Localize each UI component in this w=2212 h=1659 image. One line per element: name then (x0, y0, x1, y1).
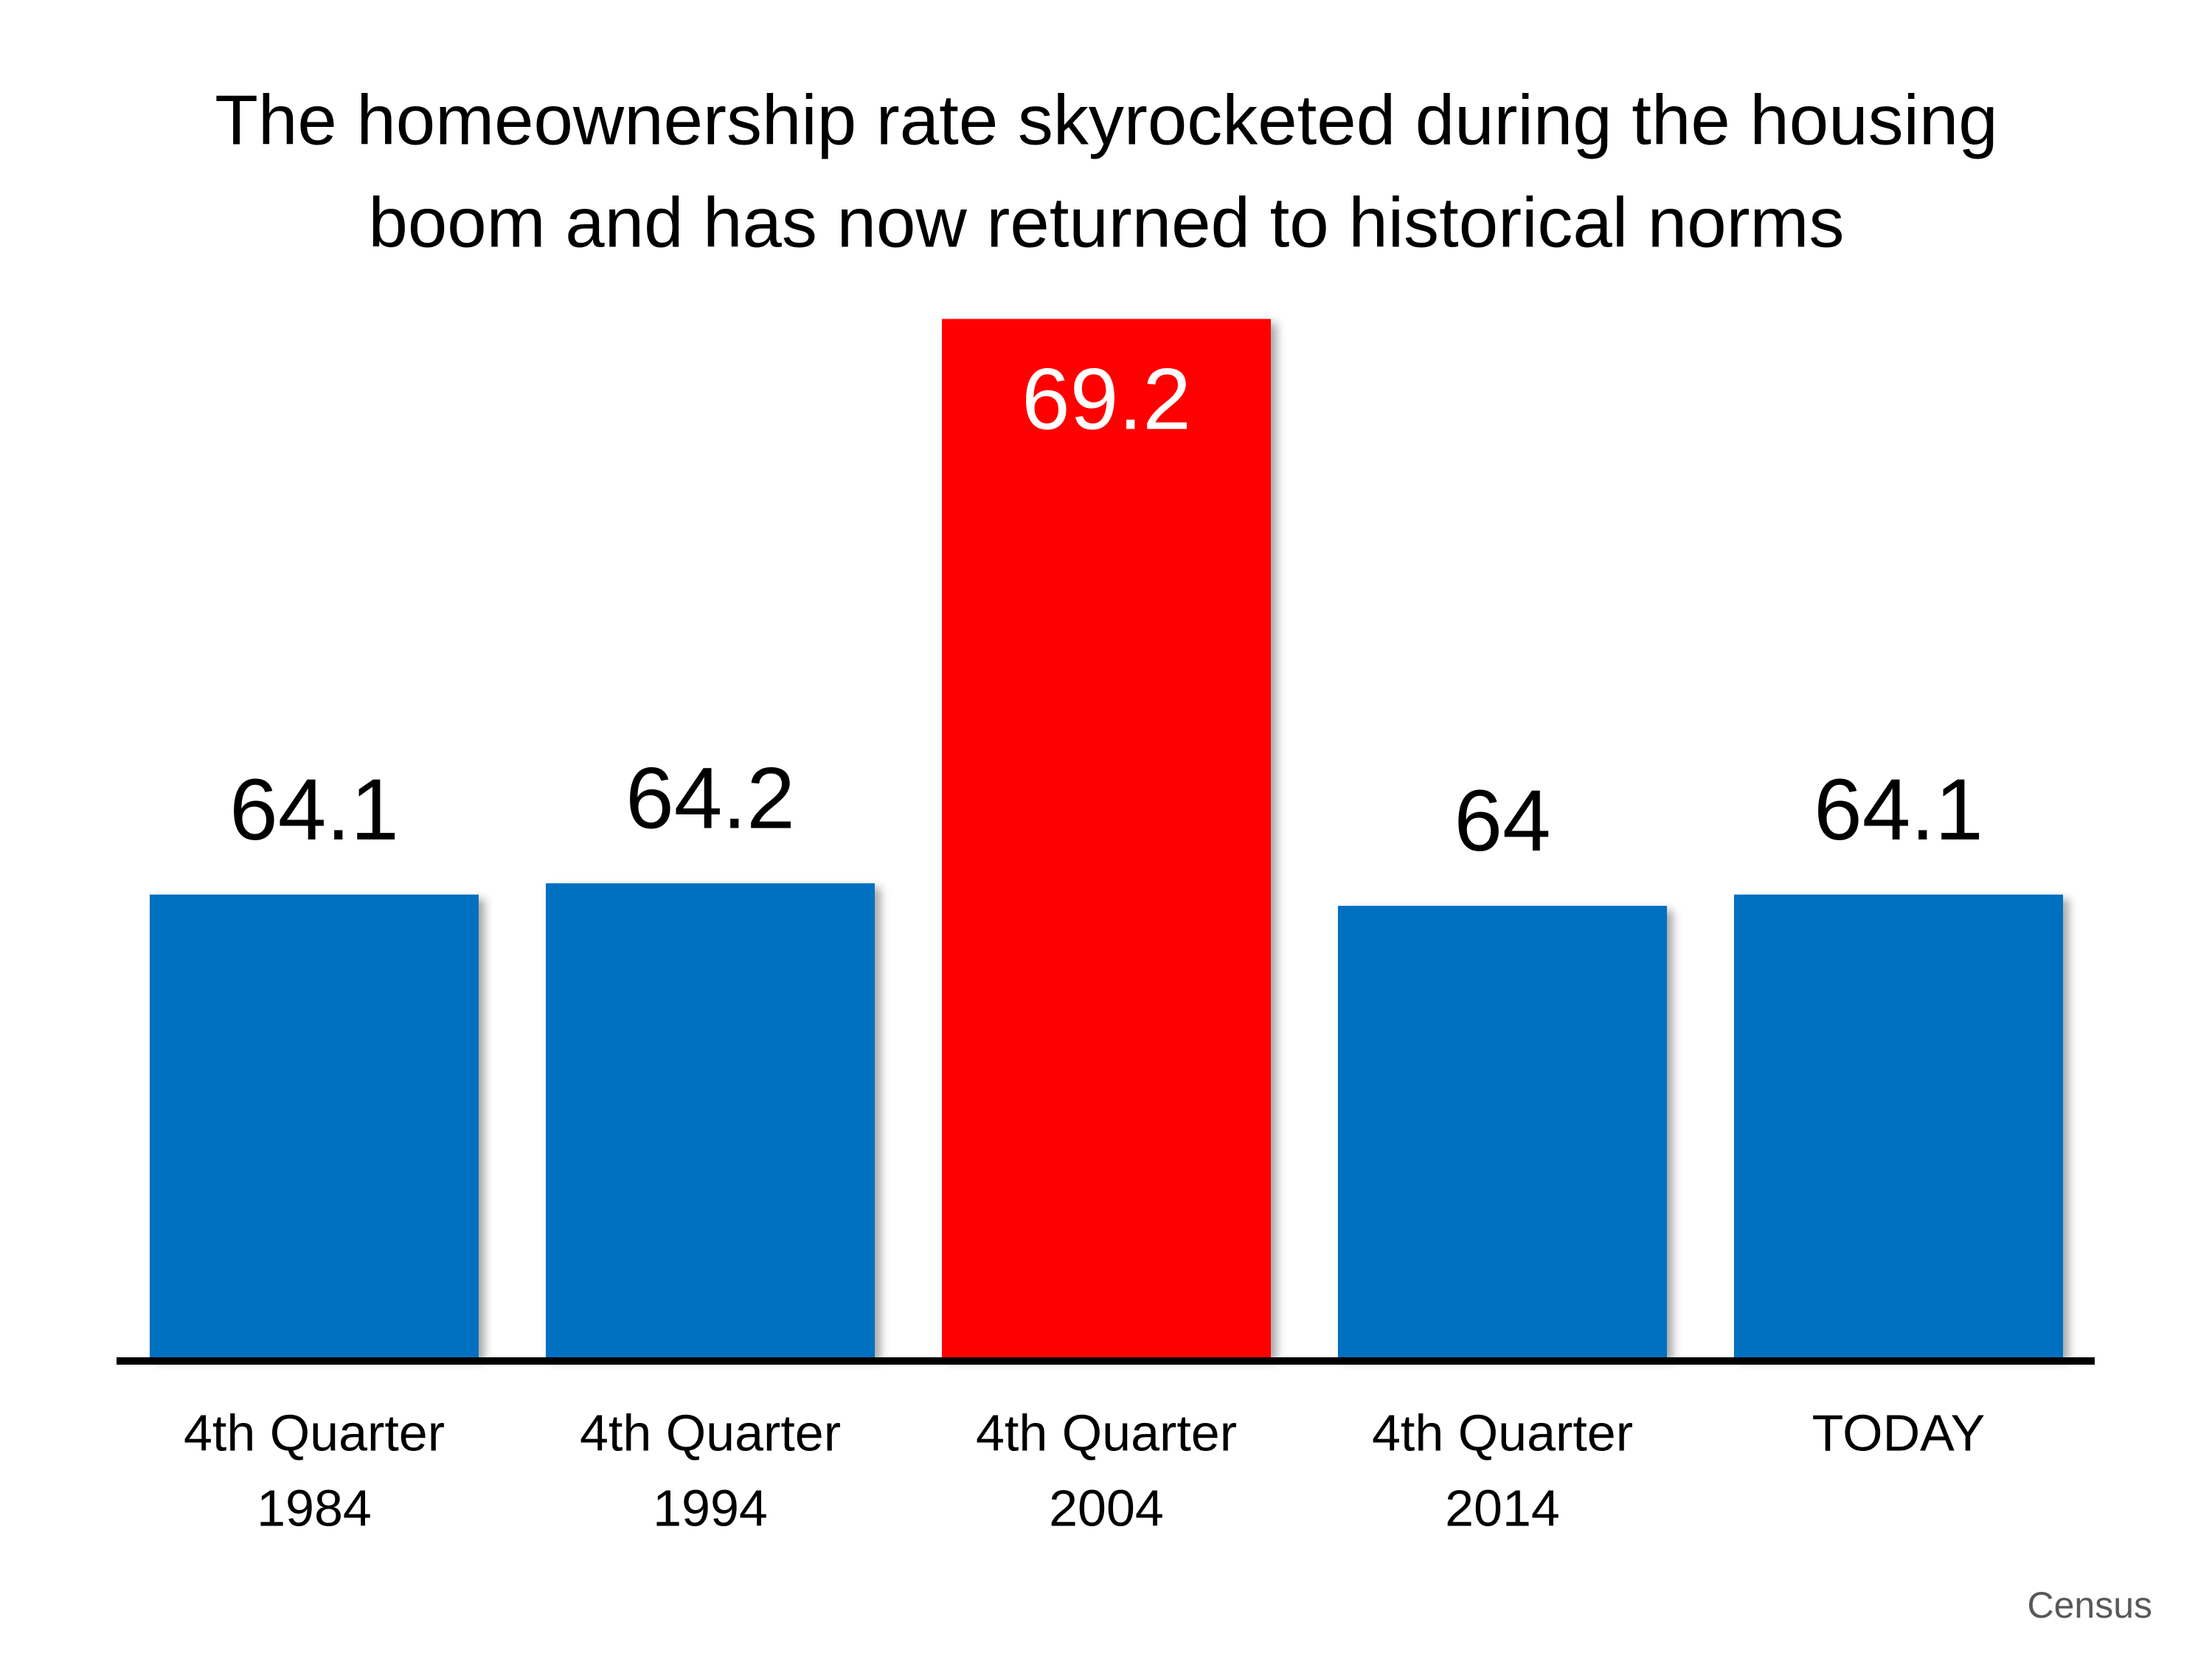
x-tick-label: 2014 (1445, 1479, 1560, 1537)
bar (1734, 894, 2063, 1357)
bar (546, 883, 875, 1357)
bar (1338, 906, 1667, 1357)
x-tick-label: 2004 (1049, 1479, 1164, 1537)
source-note: Census (2027, 1584, 2152, 1626)
bar (942, 319, 1271, 1357)
data-label: 64.1 (1814, 761, 1983, 859)
data-label: 69.2 (1022, 351, 1191, 448)
x-tick-label: 4th Quarter (1372, 1404, 1633, 1461)
data-label: 64.1 (229, 761, 399, 859)
x-tick-label: 1984 (257, 1479, 372, 1537)
x-tick-label: TODAY (1812, 1404, 1986, 1461)
chart-title: boom and has now returned to historical … (368, 183, 1844, 262)
data-label: 64 (1454, 772, 1550, 870)
x-tick-label: 4th Quarter (976, 1404, 1237, 1461)
data-label: 64.2 (625, 750, 795, 848)
x-tick-label: 4th Quarter (580, 1404, 841, 1461)
x-tick-label: 1994 (653, 1479, 768, 1537)
x-tick-label: 4th Quarter (184, 1404, 445, 1461)
bar (150, 894, 479, 1357)
chart-title: The homeownership rate skyrocketed durin… (215, 80, 1997, 159)
